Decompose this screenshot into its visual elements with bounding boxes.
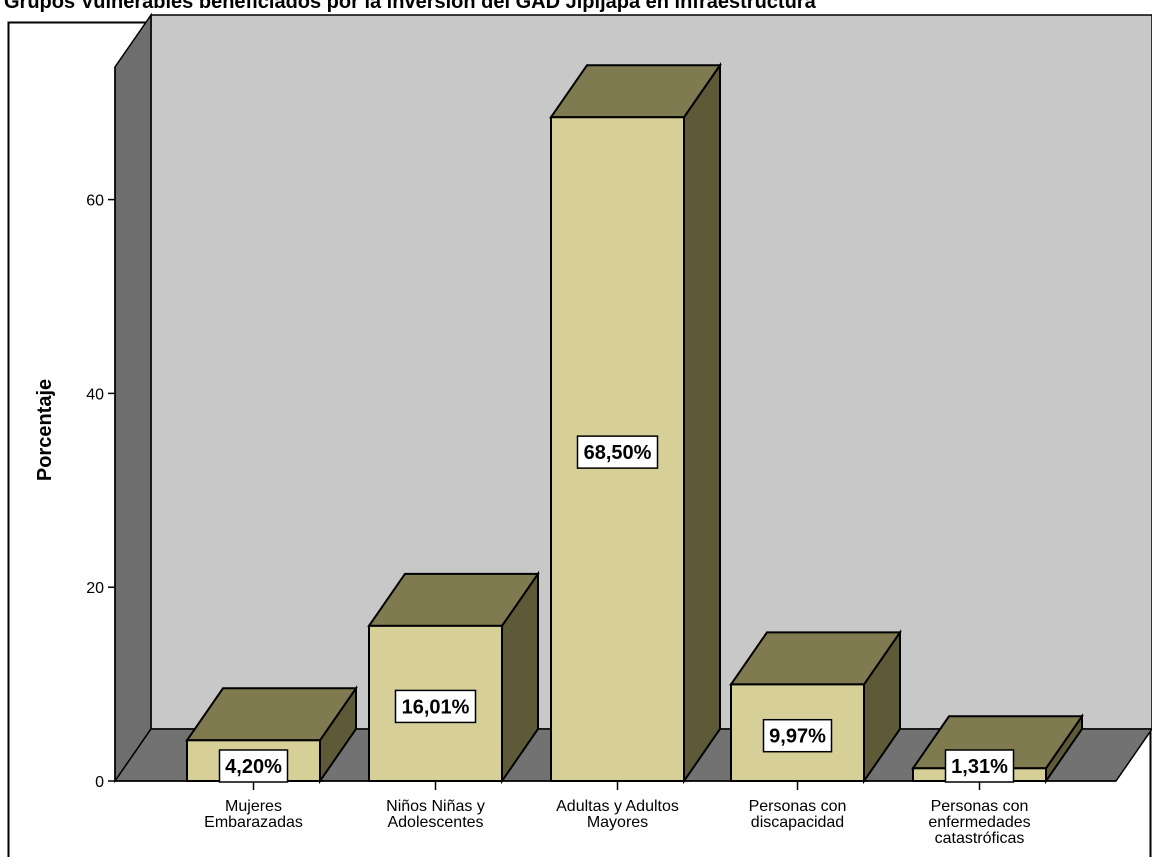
x-tick-label: Adolescentes bbox=[387, 814, 483, 831]
bar bbox=[367, 570, 540, 785]
data-label-text: 9,97% bbox=[769, 726, 826, 748]
x-tick-label: Personas con bbox=[931, 798, 1029, 815]
x-tick-label: discapacidad bbox=[751, 814, 844, 831]
chart-title: Grupos Vulnerables beneficiados por la i… bbox=[4, 0, 816, 13]
data-label: 4,20% bbox=[218, 749, 289, 783]
y-tick-label: 20 bbox=[86, 580, 104, 597]
data-label-box bbox=[394, 689, 477, 724]
data-labels: 4,20% 16,01% 68,50% 9,97% 1,31% bbox=[218, 435, 1015, 783]
data-label: 9,97% bbox=[762, 718, 833, 753]
data-label-box bbox=[576, 435, 659, 469]
data-label-text: 16,01% bbox=[402, 696, 470, 718]
bar-side-face bbox=[683, 62, 721, 785]
data-label-box bbox=[944, 749, 1015, 783]
x-tick-label: Personas con bbox=[749, 798, 847, 815]
y-tick-label: 60 bbox=[86, 193, 104, 210]
x-tick-label: Mujeres bbox=[225, 798, 282, 815]
y-axis-title: Porcentaje bbox=[34, 379, 56, 481]
y-tick-label: 40 bbox=[86, 386, 104, 403]
data-label-box bbox=[218, 749, 289, 783]
bar bbox=[549, 62, 722, 785]
y-axis: 0 20 40 60 Porcentaje bbox=[34, 67, 116, 791]
data-label-box bbox=[762, 718, 833, 753]
bar bbox=[729, 629, 902, 785]
side-wall bbox=[114, 12, 152, 784]
x-tick-label: Mayores bbox=[587, 814, 648, 831]
x-tick-label: Embarazadas bbox=[204, 814, 303, 831]
data-label: 16,01% bbox=[394, 689, 477, 724]
data-label-text: 4,20% bbox=[225, 756, 282, 778]
x-tick-label: Adultas y Adultos bbox=[556, 798, 679, 815]
x-tick-label: enfermedades bbox=[928, 814, 1030, 831]
x-tick-label: catastróficas bbox=[935, 830, 1025, 847]
y-tick-label: 0 bbox=[95, 774, 104, 791]
data-label-text: 1,31% bbox=[951, 756, 1008, 778]
data-label: 1,31% bbox=[944, 749, 1015, 783]
data-label: 68,50% bbox=[576, 435, 659, 469]
x-tick-label: Niños Niñas y bbox=[386, 798, 485, 815]
data-label-text: 68,50% bbox=[584, 442, 652, 464]
